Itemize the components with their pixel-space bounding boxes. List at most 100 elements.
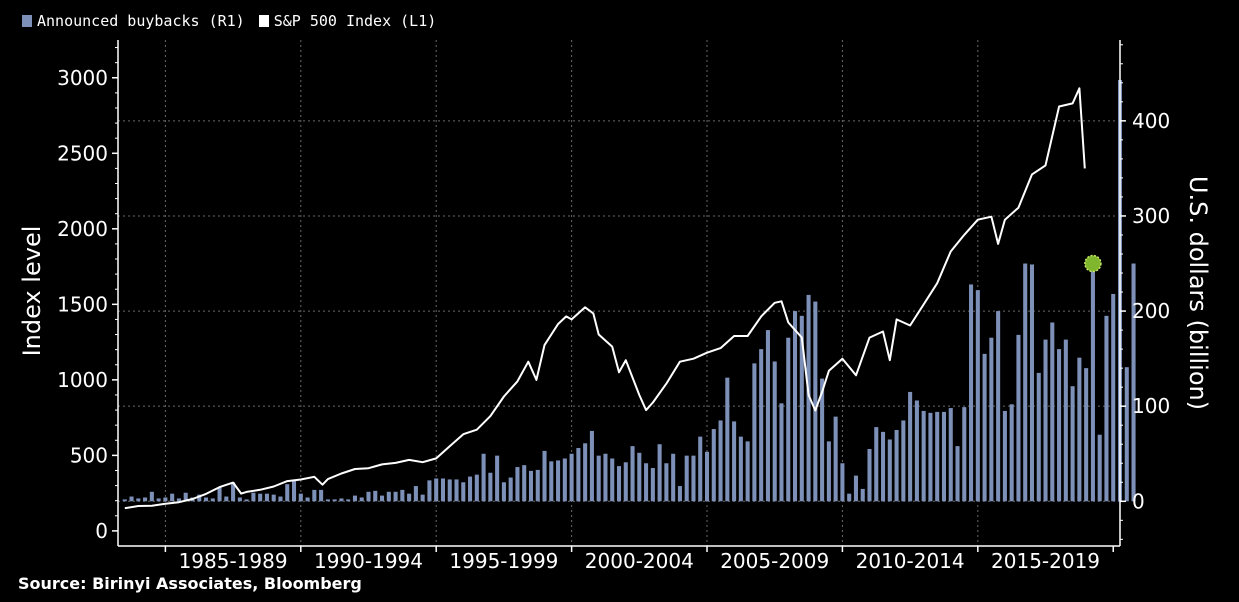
buyback-bar — [677, 486, 682, 502]
buyback-bar — [251, 492, 256, 502]
buyback-bar — [413, 486, 418, 502]
buyback-bar — [495, 455, 500, 502]
legend-item-buybacks: Announced buybacks (R1) — [22, 12, 245, 30]
buyback-bar — [339, 498, 344, 502]
buyback-bar — [616, 466, 622, 502]
buyback-bar — [305, 497, 310, 502]
buyback-bar — [820, 378, 825, 502]
buyback-bar — [176, 498, 181, 502]
buyback-bar — [549, 461, 554, 502]
buyback-bar — [759, 349, 764, 502]
buyback-bar — [664, 463, 669, 502]
legend-label-sp500: S&P 500 Index (L1) — [273, 12, 437, 30]
buyback-bar — [860, 488, 865, 502]
buyback-bar — [867, 448, 872, 502]
buyback-bar — [143, 497, 148, 502]
buyback-bar — [407, 493, 412, 502]
buyback-bar — [1002, 410, 1007, 502]
buyback-bar — [515, 467, 520, 502]
buyback-bar — [718, 420, 723, 502]
buyback-bar — [691, 455, 696, 502]
buyback-bar — [197, 494, 202, 502]
buyback-bar — [644, 463, 649, 502]
x-tick-label: 2005-2009 — [720, 549, 829, 573]
buyback-bar — [840, 463, 845, 502]
buyback-bar — [894, 429, 899, 502]
legend-label-buybacks: Announced buybacks (R1) — [37, 12, 245, 30]
buyback-bar — [576, 448, 581, 502]
buyback-bar — [474, 474, 479, 502]
legend-swatch-sp500 — [258, 15, 269, 27]
buyback-bar — [792, 311, 798, 502]
buyback-bar — [982, 353, 987, 502]
buyback-bar — [962, 407, 967, 502]
buyback-bar — [738, 436, 743, 502]
buyback-bar — [136, 498, 141, 502]
buyback-bar — [1124, 367, 1129, 502]
buyback-bar — [650, 468, 655, 502]
buyback-bar — [765, 330, 770, 502]
buyback-bar — [285, 484, 290, 502]
buyback-bar — [1057, 349, 1062, 502]
buyback-bar — [393, 491, 398, 502]
buyback-bar — [901, 420, 906, 502]
buyback-bar — [427, 480, 432, 502]
buyback-bar — [264, 493, 269, 502]
buyback-bar — [1016, 334, 1021, 502]
left-axis-title: Index level — [18, 226, 46, 357]
buyback-bar — [1063, 339, 1068, 502]
buyback-bar — [312, 489, 317, 502]
right-tick-label: 400 — [1132, 109, 1170, 133]
buyback-bar — [170, 493, 175, 502]
buyback-bar — [1111, 293, 1116, 502]
buyback-bar — [1104, 315, 1109, 502]
buyback-bar — [210, 498, 215, 502]
buyback-bar — [583, 443, 588, 502]
buyback-bar — [1036, 372, 1041, 502]
buyback-bar — [630, 446, 635, 502]
buyback-bar — [928, 412, 933, 502]
buyback-bar — [698, 436, 703, 502]
buyback-bar — [434, 478, 439, 502]
buyback-bar — [1023, 263, 1028, 502]
buyback-bar — [1084, 368, 1089, 502]
buyback-bar — [468, 476, 473, 502]
buyback-bar — [163, 497, 168, 502]
buyback-bar — [786, 337, 791, 502]
buyback-bar — [359, 497, 364, 502]
buyback-bar — [562, 458, 567, 502]
buyback-bar — [386, 491, 391, 502]
buyback-bar — [346, 499, 351, 502]
buyback-bar — [501, 482, 506, 502]
buyback-bar — [589, 430, 594, 502]
right-tick-label: 200 — [1132, 299, 1170, 323]
right-axis-title: U.S. dollars (billion) — [1184, 176, 1212, 410]
buyback-bar — [887, 439, 892, 502]
buyback-bar — [989, 337, 994, 502]
buyback-bar — [224, 496, 229, 502]
buyback-bar — [745, 441, 750, 502]
buyback-bar — [481, 453, 486, 502]
buyback-bar — [522, 465, 527, 502]
buyback-bar — [352, 495, 357, 502]
buyback-bar — [298, 493, 303, 502]
buyback-bar — [833, 416, 838, 502]
left-tick-label: 500 — [70, 443, 108, 467]
right-tick-label: 100 — [1132, 394, 1170, 418]
right-tick-label: 0 — [1132, 489, 1145, 513]
legend-item-sp500: S&P 500 Index (L1) — [258, 12, 437, 30]
buyback-bar — [596, 455, 601, 502]
buyback-bar — [671, 453, 676, 502]
buyback-bar — [149, 491, 154, 502]
buyback-bar — [291, 480, 297, 502]
buyback-bar — [122, 499, 127, 502]
left-tick-label: 3000 — [57, 66, 108, 90]
buyback-bar — [156, 498, 161, 502]
buyback-bar — [332, 499, 337, 502]
buyback-bar — [129, 496, 134, 502]
buyback-bar — [231, 482, 236, 502]
buyback-bar — [400, 489, 405, 502]
buyback-bar — [752, 363, 757, 502]
buyback-bar — [955, 446, 960, 502]
buyback-bar — [366, 491, 371, 502]
